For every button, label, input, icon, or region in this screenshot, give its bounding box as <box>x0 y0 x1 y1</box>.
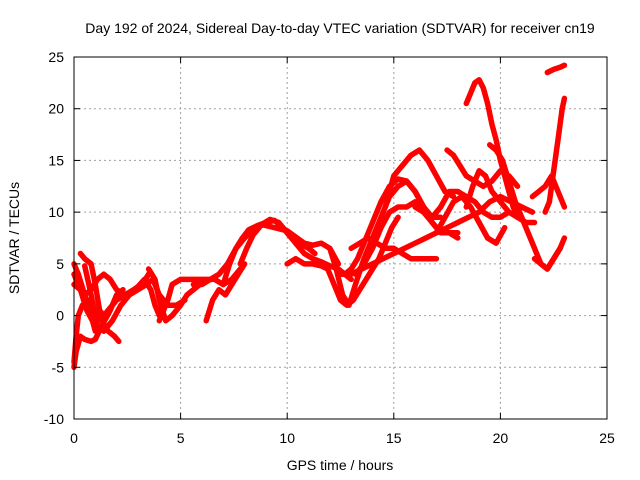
y-axis-label: SDTVAR / TECUs <box>6 182 22 294</box>
x-tick-label: 15 <box>386 430 402 446</box>
x-tick-label: 20 <box>493 430 509 446</box>
data-series-track-7 <box>81 263 101 329</box>
data-series-layer <box>71 62 568 371</box>
data-series-track-27 <box>531 235 568 272</box>
y-tick-label: 10 <box>48 204 64 220</box>
data-series-track-18 <box>348 235 440 262</box>
data-series-track-10 <box>203 261 248 324</box>
data-series-track-19 <box>382 147 457 210</box>
data-series-track-11 <box>190 221 342 288</box>
y-tick-label: 0 <box>56 308 64 324</box>
x-tick-label: 0 <box>70 430 78 446</box>
x-tick-label: 5 <box>177 430 185 446</box>
x-axis-label: GPS time / hours <box>287 457 394 473</box>
y-tick-label: -10 <box>44 411 64 427</box>
x-tick-label: 10 <box>279 430 295 446</box>
y-tick-label: 25 <box>48 49 64 65</box>
data-series-track-30 <box>544 62 568 76</box>
chart-title: Day 192 of 2024, Sidereal Day-to-day VTE… <box>85 20 595 36</box>
axis-ticks: 0 5 10 15 20 25 -10 -5 0 5 10 15 20 25 <box>44 49 615 446</box>
data-series-track-29 <box>542 95 568 215</box>
grid-lines <box>74 57 607 419</box>
data-series-track-25 <box>463 77 521 221</box>
data-series-track-22 <box>433 193 508 246</box>
plot-frame <box>73 56 608 420</box>
y-tick-label: 20 <box>48 101 64 117</box>
data-series-track-5 <box>77 250 167 319</box>
data-series-track-2 <box>71 323 105 371</box>
x-tick-label: 25 <box>599 430 615 446</box>
y-tick-label: 5 <box>56 256 64 272</box>
y-tick-label: 15 <box>48 152 64 168</box>
data-series-track-28 <box>529 173 568 210</box>
data-series-track-8 <box>145 266 203 324</box>
y-tick-label: -5 <box>52 359 65 375</box>
